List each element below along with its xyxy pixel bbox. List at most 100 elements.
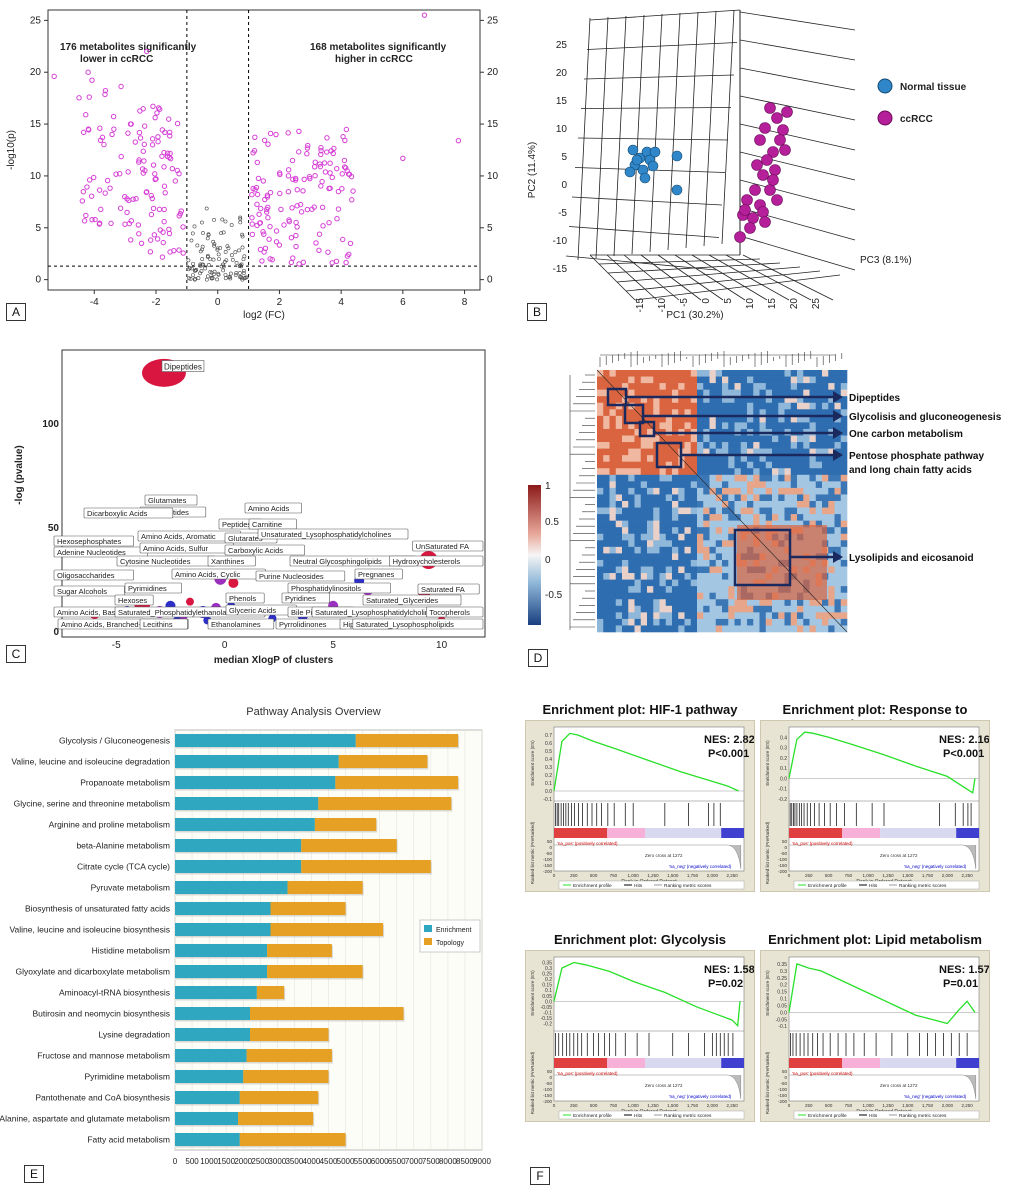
heatmap-cell (797, 625, 804, 633)
plot-frame (47, 9, 481, 291)
heatmap-cell (797, 435, 804, 443)
sig-low-point (148, 211, 155, 218)
heatmap-cell (647, 409, 654, 417)
heatmap-cell (728, 618, 735, 626)
heatmap-cell (790, 396, 798, 404)
metric-tick-label: -150 (543, 863, 553, 868)
annotation-lower: 176 metabolites significantly (60, 42, 197, 53)
heatmap-cell (797, 501, 804, 508)
heatmap-cell (715, 389, 723, 397)
heatmap-cell (772, 402, 779, 410)
heatmap-cell (697, 612, 704, 620)
rank-tick-label: 2,000 (942, 873, 954, 878)
heatmap-cell (640, 579, 648, 587)
heatmap-cell (634, 474, 642, 482)
heatmap-cell (628, 376, 635, 384)
heatmap-cell (834, 487, 842, 495)
heatmap-cell (790, 599, 798, 607)
cluster-bubble (228, 577, 239, 588)
heatmap-cell (678, 579, 685, 587)
heatmap-cell (747, 435, 754, 443)
heatmap-cell (597, 599, 604, 607)
cluster-label: Amino Acids, Cyclic (175, 570, 241, 579)
heatmap-cell (690, 481, 698, 489)
pc1-axis-label: PC1 (30.2%) (666, 310, 723, 321)
heatmap-cell (840, 573, 848, 580)
heatmap-cell (722, 592, 729, 600)
sig-high-point (327, 170, 333, 176)
heatmap-cell (834, 625, 842, 633)
heatmap-cell (778, 383, 785, 390)
heatmap-cell (778, 520, 785, 528)
sig-low-point (97, 137, 104, 143)
es-axis-label: Enrichment score (ES) (530, 740, 535, 786)
heatmap-cell (815, 494, 823, 502)
cluster-label: Tocopherols (429, 608, 470, 617)
sig-high-point (296, 149, 302, 155)
sig-high-point (273, 131, 279, 138)
sig-low-point (81, 218, 88, 224)
panel-label-c: C (6, 645, 26, 663)
heatmap-cell (722, 448, 729, 456)
rank-tick-label: 250 (570, 1103, 578, 1108)
es-tick-label: -0.1 (543, 1010, 552, 1016)
heatmap-cell (672, 415, 679, 423)
heatmap-cell (834, 507, 842, 515)
sig-high-point (273, 239, 280, 245)
ns-point (200, 244, 205, 249)
heatmap-cell (665, 487, 673, 495)
heatmap-cell (622, 586, 629, 593)
heatmap-cell (640, 422, 648, 430)
heatmap-cell (628, 520, 635, 528)
heatmap-cell (615, 586, 623, 593)
es-tick-label: 0.1 (545, 988, 552, 994)
heatmap-cell (665, 540, 673, 548)
sig-low-point (174, 120, 181, 127)
heatmap-cell (784, 481, 792, 489)
heatmap-cell (697, 546, 704, 554)
heatmap-cell (647, 553, 654, 561)
heatmap-cell (628, 625, 635, 633)
heatmap-cell (653, 566, 660, 574)
heatmap-cell (690, 376, 698, 384)
heatmap-cell (684, 540, 692, 548)
heatmap-cell (690, 487, 698, 495)
sig-low-point (124, 209, 130, 216)
heatmap-cell (634, 533, 642, 541)
sig-low-point (76, 95, 82, 101)
ns-point (229, 271, 233, 276)
sig-high-point (341, 164, 348, 170)
heatmap-cell (722, 389, 729, 397)
heatmap-cell (634, 422, 642, 430)
sig-high-point (329, 260, 335, 266)
cluster-label-box (139, 618, 188, 630)
heatmap-cell (628, 422, 635, 430)
sig-high-point (324, 135, 330, 141)
sig-high-point (267, 130, 274, 137)
rank-tick-label: 2,250 (961, 1103, 973, 1108)
grid-line (703, 10, 717, 247)
heatmap-cell (834, 559, 842, 567)
heatmap-cell (603, 396, 610, 404)
heatmap-cell (772, 442, 779, 449)
ns-point (233, 250, 238, 255)
heatmap-cell (653, 415, 660, 423)
heatmap-cell (734, 507, 742, 515)
heatmap-cell (665, 559, 673, 567)
heatmap-cell (634, 487, 642, 495)
heatmap-cell (697, 402, 704, 410)
sig-high-point (288, 235, 295, 241)
heatmap-cell (665, 455, 673, 462)
x-tick-label: -2 (152, 297, 161, 308)
heatmap-cell (759, 435, 767, 443)
heatmap-cell (597, 396, 604, 404)
heatmap-cell (690, 520, 698, 528)
cluster-label-box (352, 618, 484, 630)
heatmap-cell (765, 402, 773, 410)
rank-tick-label: 1,750 (922, 1103, 934, 1108)
sig-high-point (267, 223, 273, 230)
x-tick-label: 1500 (217, 1157, 235, 1166)
heatmap-cell (634, 455, 642, 462)
cluster-label-box (281, 592, 330, 604)
heatmap-cell (772, 507, 779, 515)
